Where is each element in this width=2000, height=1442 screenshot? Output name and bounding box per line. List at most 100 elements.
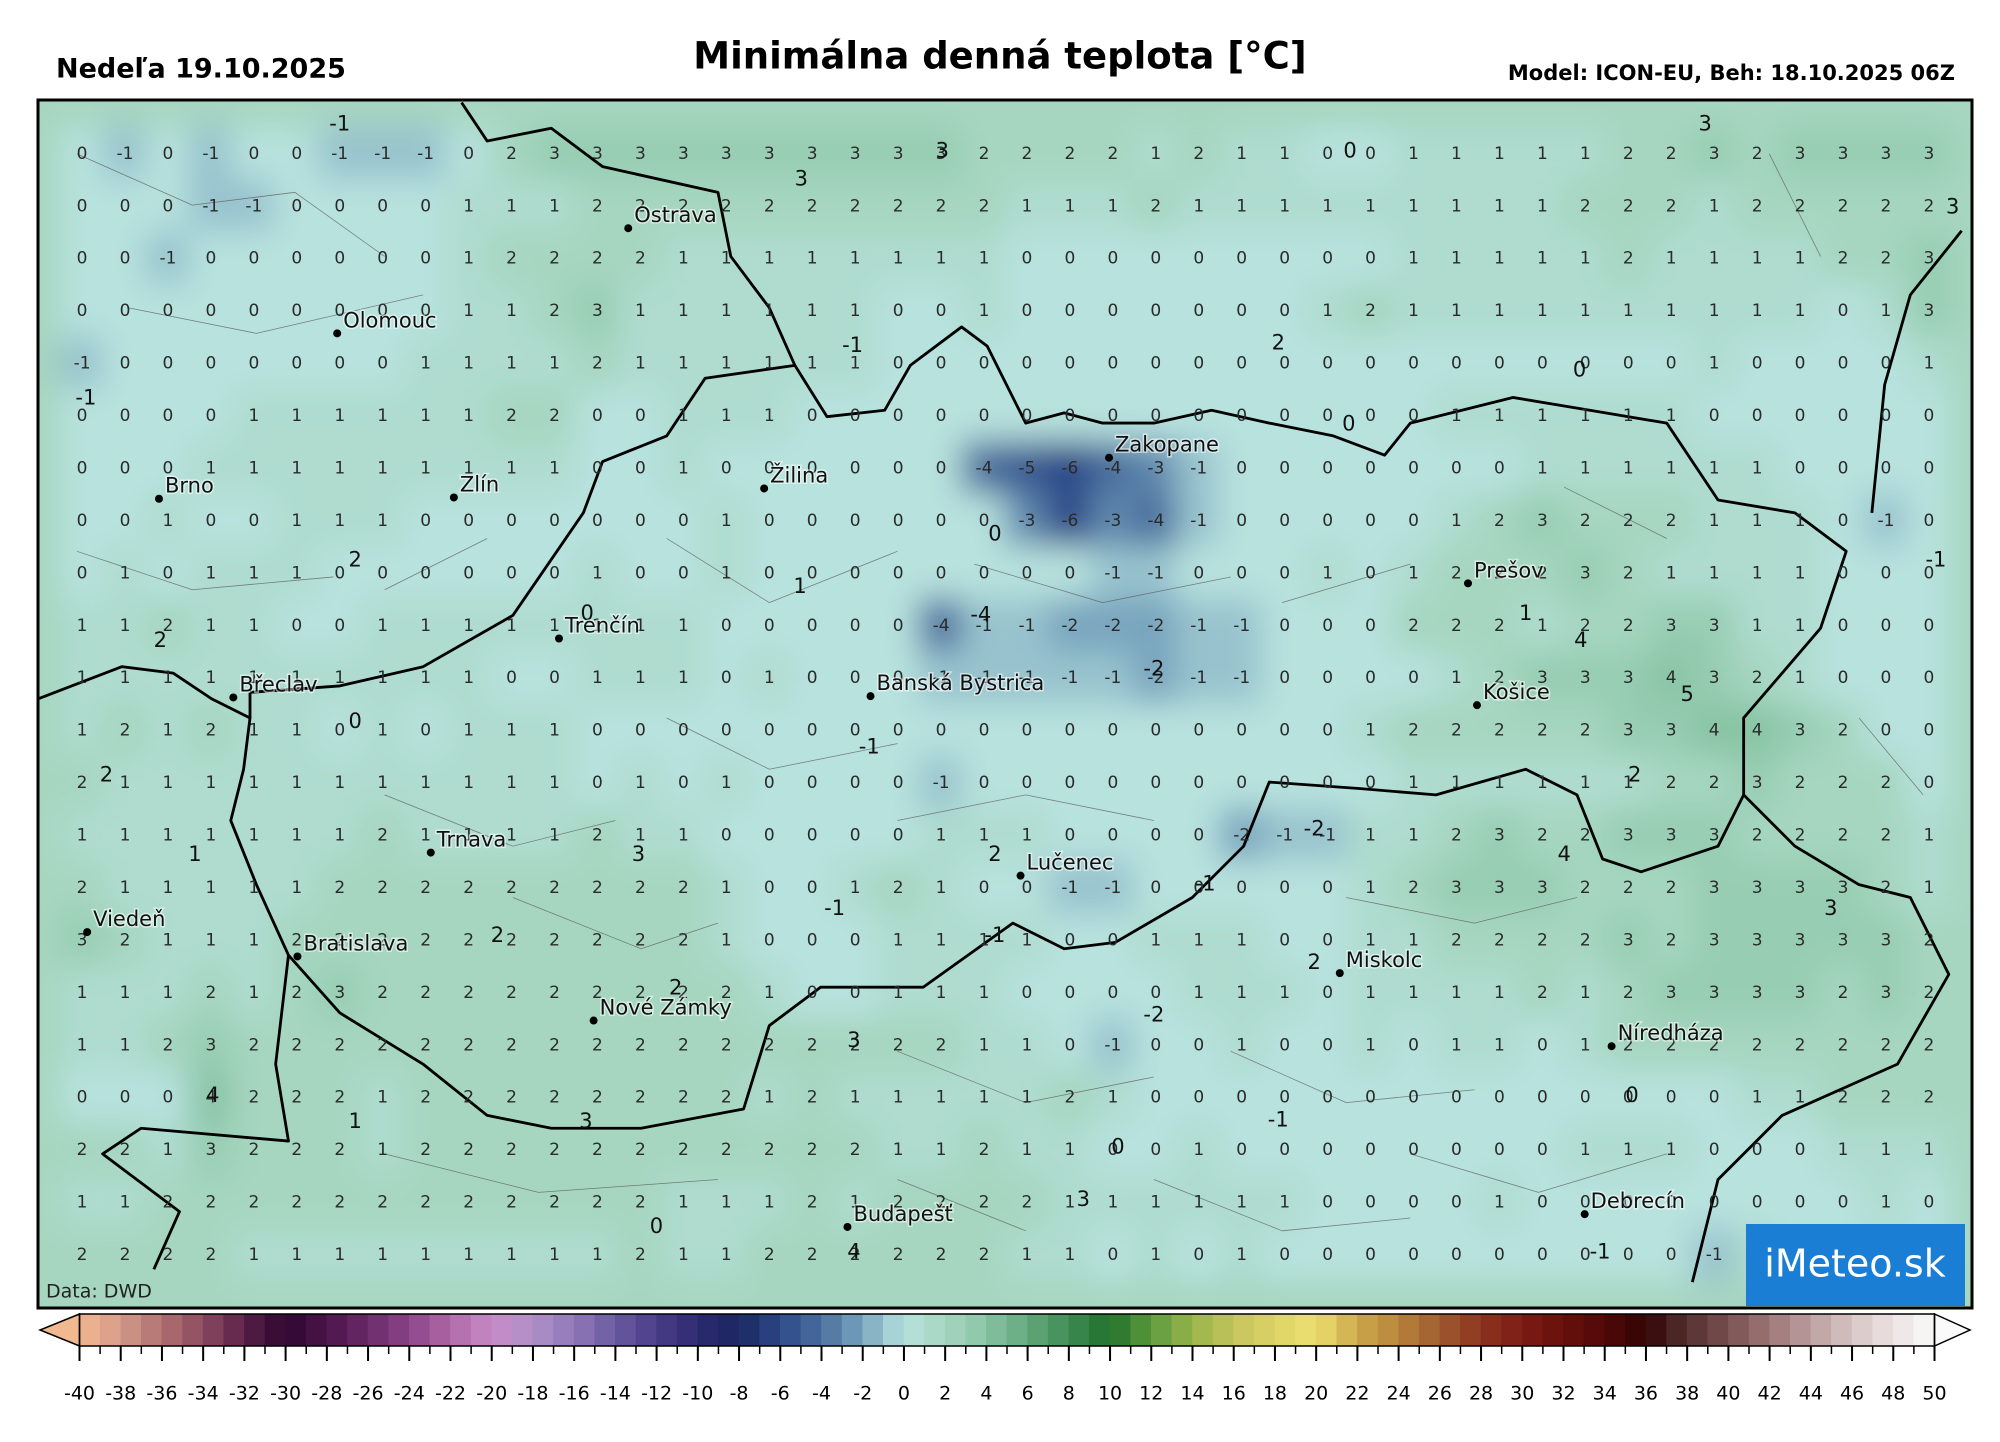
field-cell xyxy=(1004,1122,1050,1178)
colorbar-extend-low xyxy=(38,1312,81,1348)
field-cell xyxy=(1777,231,1823,286)
field-cell xyxy=(918,1070,964,1125)
grid-value: 2 xyxy=(850,1140,861,1160)
grid-value: 0 xyxy=(334,354,345,374)
field-cell xyxy=(1863,598,1909,654)
colorbar-segment xyxy=(1357,1314,1379,1346)
extremum-label: 3 xyxy=(936,138,949,162)
colorbar-tick-label: -4 xyxy=(812,1383,831,1405)
grid-value: 2 xyxy=(549,301,560,321)
grid-value: 0 xyxy=(1279,249,1290,269)
grid-value: 3 xyxy=(635,144,646,164)
grid-value: 1 xyxy=(205,930,216,950)
grid-value: 0 xyxy=(635,721,646,741)
city-label: Níredháza xyxy=(1618,1021,1724,1045)
grid-value: 1 xyxy=(764,668,775,688)
grid-value: 0 xyxy=(1881,458,1892,478)
field-cell xyxy=(1777,388,1823,444)
grid-value: 1 xyxy=(721,878,732,898)
field-cell xyxy=(188,808,234,863)
grid-value: 1 xyxy=(506,616,517,636)
grid-value: 0 xyxy=(1322,1193,1333,1213)
field-cell xyxy=(1219,651,1265,706)
grid-value: 0 xyxy=(807,826,818,846)
field-cell xyxy=(145,1070,191,1125)
grid-value: 0 xyxy=(850,826,861,846)
field-cell xyxy=(1176,283,1222,339)
grid-value: 0 xyxy=(1193,249,1204,269)
field-cell xyxy=(574,126,620,182)
grid-value: 2 xyxy=(1666,511,1677,531)
field-cell xyxy=(1519,441,1565,496)
grid-value: 2 xyxy=(1365,301,1376,321)
colorbar-segment xyxy=(986,1314,1008,1346)
field-cell xyxy=(1734,283,1780,339)
grid-value: 0 xyxy=(1365,773,1376,793)
grid-value: -6 xyxy=(1061,511,1078,531)
grid-value: 0 xyxy=(592,721,603,741)
grid-value: 0 xyxy=(120,301,131,321)
colorbar-tick-label: 46 xyxy=(1840,1383,1864,1405)
field-cell xyxy=(1133,126,1179,182)
grid-value: 0 xyxy=(979,773,990,793)
grid-value: 1 xyxy=(1924,1140,1935,1160)
grid-value: 1 xyxy=(1752,563,1763,583)
field-cell xyxy=(1004,441,1050,496)
field-cell xyxy=(317,546,363,601)
field-cell xyxy=(918,388,964,444)
grid-value: 1 xyxy=(936,930,947,950)
colorbar-segment xyxy=(553,1314,575,1346)
field-cell xyxy=(1820,126,1866,182)
field-cell xyxy=(1691,913,1737,968)
grid-value: 1 xyxy=(1537,249,1548,269)
grid-value: 0 xyxy=(893,511,904,531)
field-cell xyxy=(188,546,234,601)
field-cell xyxy=(875,651,921,706)
grid-value: 2 xyxy=(291,930,302,950)
field-cell xyxy=(1777,651,1823,706)
grid-value: 0 xyxy=(1107,1245,1118,1265)
colorbar-segment xyxy=(512,1314,534,1346)
field-cell xyxy=(102,126,148,182)
colorbar-tick-label: 30 xyxy=(1510,1383,1534,1405)
field-cell xyxy=(1262,1070,1308,1125)
field-cell xyxy=(1433,1122,1479,1178)
field-cell xyxy=(360,388,406,444)
field-cell xyxy=(1047,441,1093,496)
grid-value: 2 xyxy=(1580,878,1591,898)
grid-value: 0 xyxy=(721,721,732,741)
field-cell xyxy=(231,1227,277,1283)
grid-value: 3 xyxy=(1795,930,1806,950)
colorbar-segment xyxy=(1192,1314,1214,1346)
colorbar-tick-label: 36 xyxy=(1634,1383,1658,1405)
grid-value: 0 xyxy=(1279,668,1290,688)
field-cell xyxy=(1648,546,1694,601)
grid-value: 1 xyxy=(120,563,131,583)
field-cell xyxy=(789,1175,835,1230)
field-cell xyxy=(746,651,792,706)
grid-value: 0 xyxy=(1838,301,1849,321)
field-cell xyxy=(1605,965,1651,1021)
colorbar-segment xyxy=(738,1314,760,1346)
field-cell xyxy=(1348,493,1394,549)
field-cell xyxy=(59,913,105,968)
field-cell xyxy=(188,1175,234,1230)
grid-value: 0 xyxy=(1322,511,1333,531)
grid-value: 1 xyxy=(506,458,517,478)
grid-value: 2 xyxy=(1881,878,1892,898)
grid-value: -4 xyxy=(1147,511,1164,531)
field-cell xyxy=(1562,703,1608,758)
field-cell xyxy=(1433,126,1479,182)
field-cell xyxy=(789,231,835,286)
field-cell xyxy=(961,808,1007,863)
field-cell xyxy=(403,283,449,339)
field-cell xyxy=(1648,1175,1694,1230)
field-cell xyxy=(532,1175,577,1230)
grid-value: 1 xyxy=(893,983,904,1003)
grid-value: 0 xyxy=(1193,1088,1204,1108)
grid-value: 0 xyxy=(807,773,818,793)
colorbar-segment xyxy=(285,1314,307,1346)
grid-value: 0 xyxy=(1064,563,1075,583)
grid-value: 3 xyxy=(1752,773,1763,793)
city-label: Zakopane xyxy=(1115,433,1219,457)
